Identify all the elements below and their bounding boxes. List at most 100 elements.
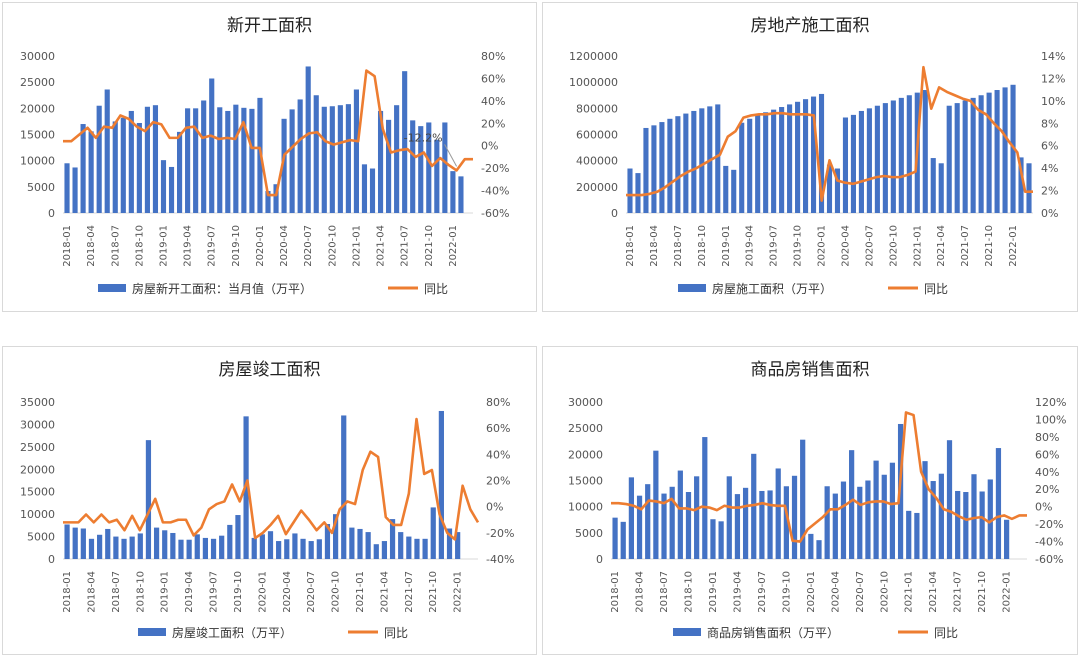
bar — [227, 524, 233, 559]
bar — [160, 160, 167, 213]
bar — [683, 113, 689, 213]
bar — [850, 114, 856, 213]
bar — [64, 163, 70, 213]
bar — [930, 481, 936, 559]
bar — [889, 462, 896, 559]
bar — [104, 89, 110, 213]
left-axis-tick-label: 800000 — [576, 102, 618, 115]
left-axis-tick-label: 30000 — [20, 50, 55, 63]
bar — [734, 494, 741, 559]
bar — [152, 105, 159, 213]
bar — [783, 486, 789, 559]
bar — [128, 110, 134, 213]
bar — [137, 533, 143, 559]
x-tick-label: 2021-01 — [912, 225, 923, 267]
bar — [795, 101, 801, 213]
bar — [763, 112, 769, 213]
bar — [365, 532, 371, 559]
right-axis-tick-label: 40% — [1035, 466, 1059, 479]
legend-bar-swatch — [678, 284, 706, 292]
bar — [324, 524, 331, 559]
x-tick-label: 2019-01 — [160, 571, 171, 613]
bar — [120, 117, 126, 213]
right-axis-tick-label: 120% — [1035, 396, 1066, 409]
x-tick-label: 2020-10 — [327, 225, 338, 267]
x-tick-label: 2018-10 — [134, 225, 145, 267]
x-tick-label: 2018-07 — [673, 225, 684, 267]
bar — [800, 439, 806, 559]
bar — [906, 95, 912, 213]
right-axis-tick-label: 0% — [1041, 207, 1058, 220]
left-axis-tick-label: 1200000 — [569, 50, 618, 63]
bar — [176, 131, 183, 213]
bar — [971, 474, 977, 559]
x-tick-label: 2018-01 — [62, 225, 73, 267]
x-tick-label: 2021-01 — [351, 225, 362, 267]
bar — [970, 97, 976, 213]
bar — [865, 480, 871, 559]
left-axis-tick-label: 0 — [596, 553, 603, 566]
yoy-line — [63, 417, 480, 541]
bar — [178, 539, 184, 559]
bar — [377, 110, 384, 213]
x-tick-label: 2018-01 — [610, 571, 621, 613]
bar — [620, 521, 626, 559]
left-axis-tick-label: 5000 — [27, 181, 55, 194]
x-tick-label: 2019-04 — [183, 225, 194, 267]
bar — [265, 191, 271, 213]
bar — [225, 110, 231, 213]
bar — [414, 538, 420, 559]
x-tick-label: 2021-01 — [355, 571, 366, 613]
x-tick-label: 2020-10 — [879, 571, 890, 613]
bar — [779, 107, 785, 213]
chart-title: 商品房销售面积 — [751, 360, 870, 380]
bar — [874, 105, 880, 213]
bar — [627, 168, 633, 213]
right-axis-tick-label: 0% — [1035, 501, 1052, 514]
bar — [979, 491, 985, 559]
x-tick-label: 2019-10 — [793, 225, 804, 267]
x-tick-label: 2019-10 — [781, 571, 792, 613]
bar — [426, 122, 432, 213]
bar — [873, 460, 879, 559]
bar — [406, 536, 412, 559]
legend-line-label: 同比 — [924, 282, 948, 296]
x-tick-label: 2018-07 — [110, 225, 121, 267]
x-tick-label: 2019-10 — [233, 571, 244, 613]
chart-title: 房屋竣工面积 — [219, 360, 321, 380]
bar — [217, 107, 223, 213]
chart-panel-under-construction: 房地产施工面积 0 200000 400000 600000 800000 1000000 1… — [542, 2, 1078, 312]
bar — [233, 104, 239, 213]
right-axis-tick-label: 60% — [1035, 448, 1059, 461]
bar — [635, 173, 641, 213]
bar — [422, 538, 428, 559]
left-axis-tick-label: 5000 — [575, 527, 603, 540]
bar — [434, 139, 440, 213]
bar — [866, 108, 872, 213]
x-tick-label: 2019-04 — [745, 225, 756, 267]
bar — [121, 538, 127, 559]
x-tick-label: 2020-04 — [840, 225, 851, 267]
legend-bar-swatch — [138, 628, 166, 636]
bar — [210, 538, 217, 559]
bar — [297, 99, 303, 213]
bar — [251, 537, 257, 559]
bar — [105, 528, 111, 559]
legend-line-label: 同比 — [934, 626, 958, 640]
bar — [96, 105, 102, 213]
x-tick-label: 2021-10 — [984, 225, 995, 267]
right-axis-tick-label: 80% — [1035, 431, 1059, 444]
bar — [994, 90, 1000, 213]
left-axis-tick-label: 20000 — [20, 463, 55, 476]
bar — [381, 541, 388, 559]
x-tick-label: 2021-04 — [928, 571, 939, 613]
chart-panel-completed: 房屋竣工面积 0 5000 10000 15000 20000 25000 30000 3500… — [2, 346, 537, 655]
bar — [628, 477, 635, 559]
bar — [946, 105, 952, 213]
bar — [834, 168, 841, 213]
bar — [661, 493, 667, 559]
bar — [755, 114, 761, 213]
bar — [373, 544, 379, 559]
bar — [72, 527, 78, 559]
left-axis-tick-label: 200000 — [576, 181, 618, 194]
